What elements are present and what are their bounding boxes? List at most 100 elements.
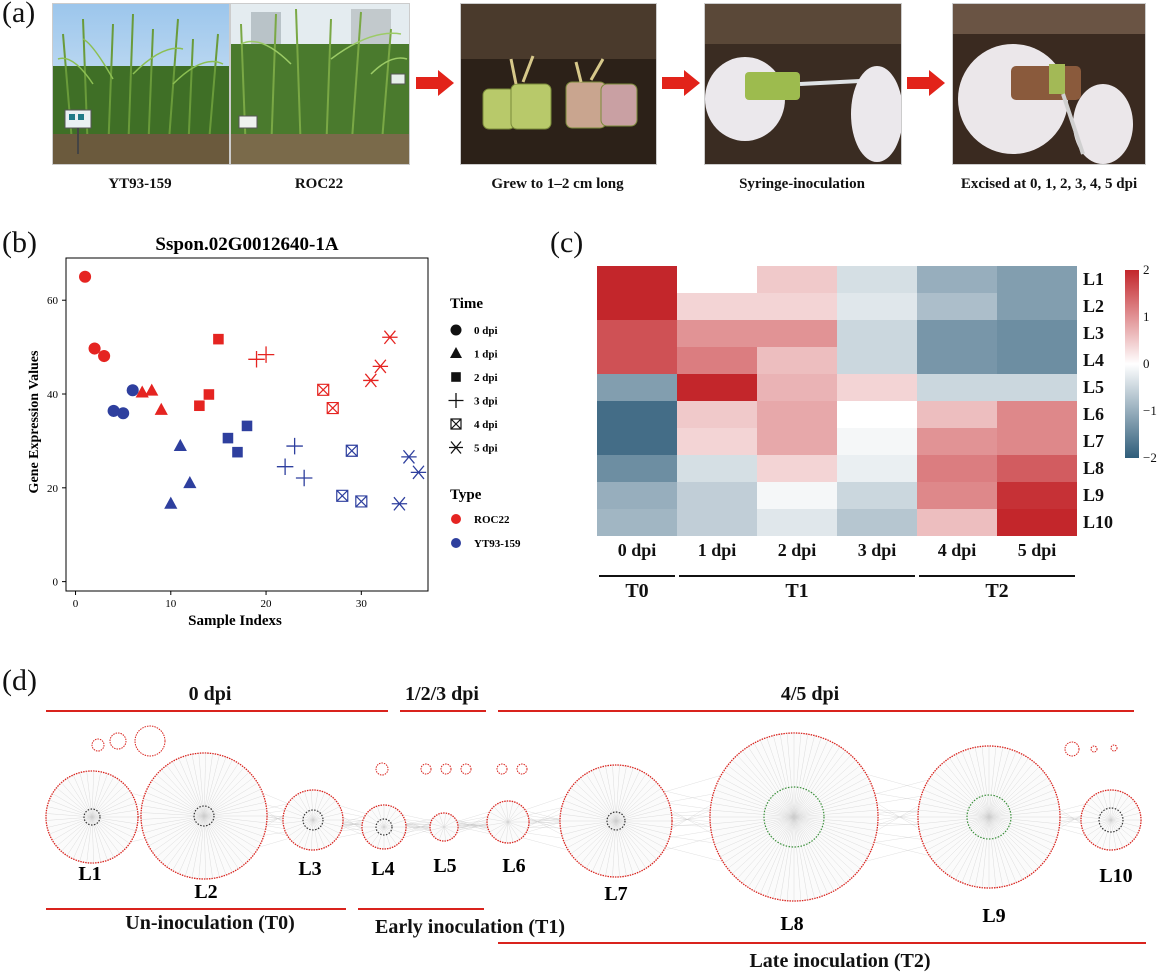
module-edge [793,816,802,901]
module-label: L6 [502,855,525,877]
point-5dpi [372,359,389,374]
small-module [109,732,127,750]
module-edge [736,816,795,879]
group-label: T2 [985,580,1009,602]
module-edge [1110,800,1135,821]
module-edge [988,762,1035,818]
y-tick-label: 20 [47,483,59,495]
point-2dpi [451,372,461,382]
module-edge [283,819,314,824]
module-edge [949,757,990,818]
module-edge [1081,819,1112,824]
module-edge [312,800,337,821]
module-edge [507,804,520,823]
module-edge [615,787,662,822]
heatmap-cell [837,266,917,293]
module-edge [921,816,990,838]
module-edge [1110,806,1138,821]
module-edge [366,826,385,841]
module-edge [575,782,617,822]
point-3dpi [448,393,464,408]
module-edge [1095,819,1112,847]
module-edge [283,816,314,821]
module-edge [566,820,617,849]
module-edge [988,809,1060,818]
heatmap-cell [597,347,677,374]
module-edge [1110,819,1138,834]
heatmap-cell [757,509,837,536]
module-edge [47,816,93,828]
small-module [1090,745,1098,753]
module-edge [736,755,795,818]
point-5dpi [382,330,398,345]
module-edge [961,816,990,883]
module-edge [766,737,795,818]
module-edge [560,813,617,822]
point-2dpi [232,446,243,458]
module-edge [793,770,865,818]
module-edge [612,820,617,877]
module-edge [1109,819,1112,850]
module-edge [955,816,990,880]
module-edge [312,819,343,828]
module-edge [363,820,385,828]
small-module [1064,741,1080,757]
heatmap-cell [597,401,677,428]
legend-time-item: 5 dpi [474,443,498,455]
point-0dpi [107,404,120,417]
heatmap-cell [677,374,757,401]
module-label: L3 [298,858,321,880]
heatmap-cell [677,320,757,347]
module-edge [981,816,990,888]
label-late-inoculation: Late inoculation (T2) [749,950,931,972]
panel-label-c: (c) [550,226,584,259]
module-edge [312,792,326,821]
heatmap-column-label: 2 dpi [777,540,817,560]
module-edge [615,820,634,875]
module-edge [61,782,93,818]
module-edge [988,816,1004,887]
module-edge [91,816,115,858]
heatmap-cell [677,347,757,374]
module-core [302,809,324,831]
module-edge [363,826,385,834]
colorbar [1125,270,1139,458]
module-edge [988,802,1059,818]
module-edge [203,763,239,817]
heatmap-cell [677,428,757,455]
heatmap-cell [917,455,997,482]
heatmap-row-label: L5 [1083,376,1105,397]
network-module: L6 [486,800,530,877]
point-5dpi [401,449,417,464]
module-edge [615,800,669,822]
point-1dpi [135,385,149,398]
module-edge [489,811,509,823]
module-edge [732,816,795,875]
heatmap-row-label: L9 [1083,484,1105,505]
point-0dpi [79,270,92,283]
module-edge [203,815,250,861]
small-module [375,762,389,776]
module-edge [284,809,314,821]
module-core [606,811,626,831]
group-bracket [599,575,675,577]
module-edge [166,765,205,817]
module-edge [793,816,815,899]
module-edge [52,793,93,818]
heatmap-cell [597,455,677,482]
colorbar-tick-label: 0 [1143,356,1150,371]
module-edge [203,795,264,817]
heatmap-cell [997,320,1077,347]
group-label: T1 [785,580,809,602]
module-edge [773,735,795,818]
module-edge [1082,809,1112,821]
module-edge [988,816,1017,883]
module-edge [711,816,795,831]
module-edge [297,793,314,821]
module-edge [732,759,795,818]
module-edge [1110,819,1130,845]
heatmap-cell [837,482,917,509]
module-edge [203,815,233,873]
network-module: L1 [45,770,139,885]
module-edge [312,819,326,848]
